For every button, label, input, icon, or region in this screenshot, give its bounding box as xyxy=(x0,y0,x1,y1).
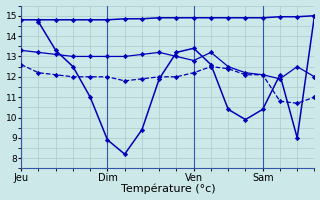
X-axis label: Température (°c): Température (°c) xyxy=(121,184,215,194)
